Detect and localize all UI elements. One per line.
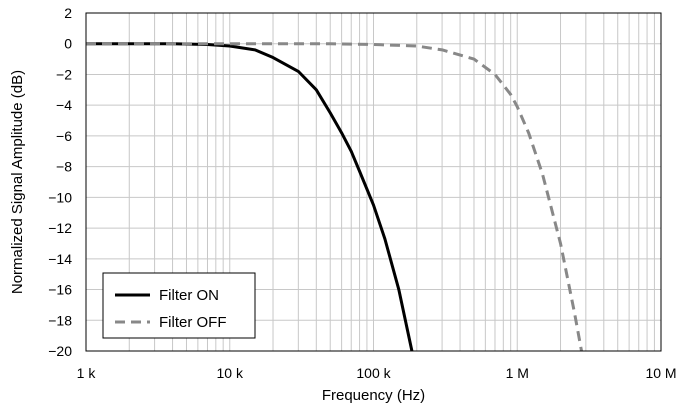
y-tick-label: −20 xyxy=(48,343,72,359)
x-tick-label: 10 M xyxy=(645,365,676,381)
x-tick-label: 1 k xyxy=(77,365,97,381)
y-tick-label: 0 xyxy=(64,36,72,52)
x-axis-title: Frequency (Hz) xyxy=(322,387,425,404)
x-tick-label: 10 k xyxy=(217,365,244,381)
y-axis-ticks: 2 0 −2 −4 −6 −8 −10 −12 −14 −16 −18 −20 xyxy=(48,5,72,359)
x-tick-label: 100 k xyxy=(356,365,391,381)
legend: Filter ON Filter OFF xyxy=(103,273,255,338)
y-tick-label: −12 xyxy=(48,220,72,236)
y-tick-label: −14 xyxy=(48,251,72,267)
legend-label-filter-off: Filter OFF xyxy=(159,314,227,331)
y-tick-label: −4 xyxy=(56,97,72,113)
legend-label-filter-on: Filter ON xyxy=(159,287,219,304)
y-tick-label: −10 xyxy=(48,189,72,205)
y-tick-label: −8 xyxy=(56,159,72,175)
y-tick-label: 2 xyxy=(64,5,72,21)
y-tick-label: −18 xyxy=(48,312,72,328)
y-tick-label: −6 xyxy=(56,128,72,144)
x-axis-ticks: 1 k 10 k 100 k 1 M 10 M xyxy=(77,365,677,381)
y-axis-title: Normalized Signal Amplitude (dB) xyxy=(9,70,26,294)
y-tick-label: −16 xyxy=(48,282,72,298)
x-tick-label: 1 M xyxy=(506,365,529,381)
y-tick-label: −2 xyxy=(56,66,72,82)
